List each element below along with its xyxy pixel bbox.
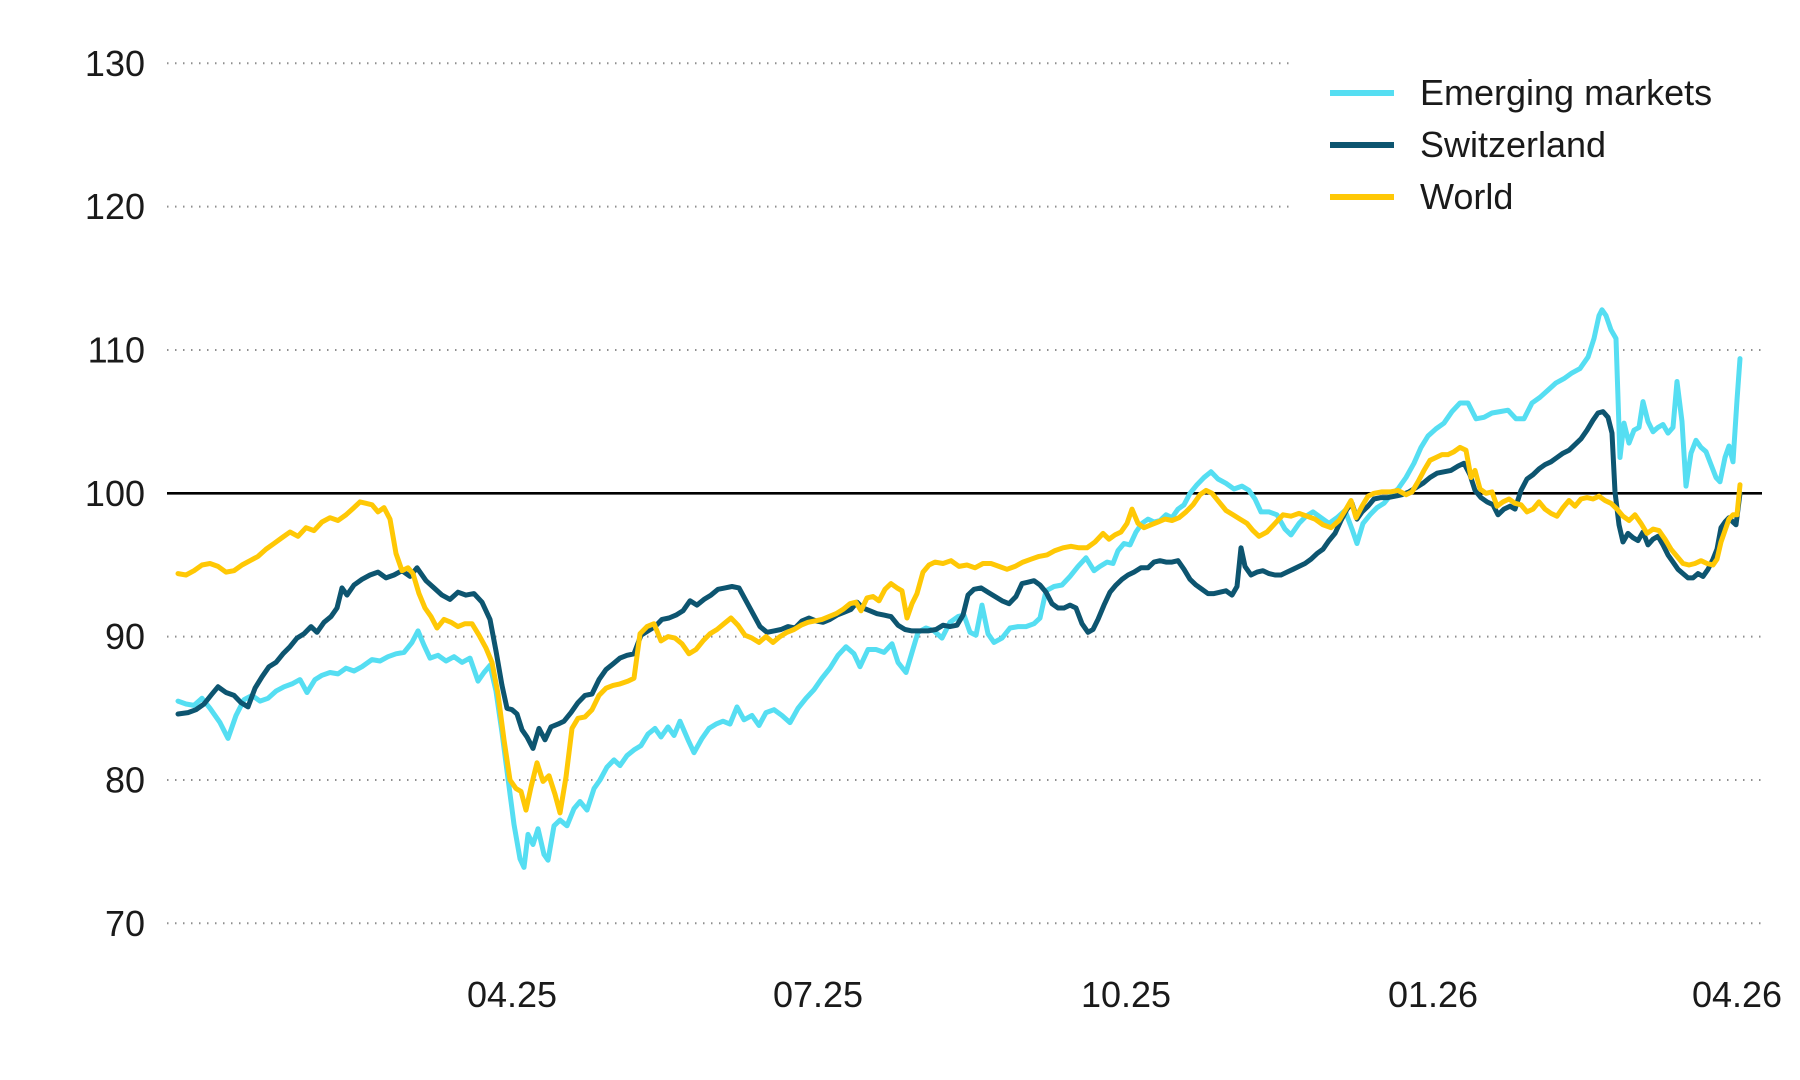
legend-label-emerging-markets: Emerging markets <box>1420 72 1713 113</box>
x-axis-tick-04.25: 04.25 <box>467 974 557 1015</box>
y-axis-tick-80: 80 <box>105 759 145 800</box>
y-axis-tick-70: 70 <box>105 903 145 944</box>
x-axis-tick-10.25: 10.25 <box>1081 974 1171 1015</box>
y-axis-tick-130: 130 <box>85 43 145 84</box>
legend: Emerging markets Switzerland World <box>1292 52 1792 238</box>
legend-swatch-emerging-markets-icon <box>1330 90 1394 96</box>
y-axis-tick-110: 110 <box>88 329 145 370</box>
legend-swatch-world-icon <box>1330 194 1394 200</box>
x-axis-tick-07.25: 07.25 <box>773 974 863 1015</box>
series-line-world <box>175 444 1743 816</box>
y-axis-tick-120: 120 <box>85 186 145 227</box>
legend-swatch-switzerland-icon <box>1330 142 1394 148</box>
x-axis-tick-04.26: 04.26 <box>1692 974 1782 1015</box>
series-line-emerging-markets <box>175 307 1743 870</box>
x-axis-tick-01.26: 01.26 <box>1388 974 1478 1015</box>
y-axis-tick-90: 90 <box>105 616 145 657</box>
series-line-switzerland <box>175 409 1743 751</box>
legend-label-switzerland: Switzerland <box>1420 124 1607 165</box>
y-axis-tick-100: 100 <box>85 473 145 514</box>
legend-item-world: World <box>1292 171 1792 223</box>
legend-item-switzerland: Switzerland <box>1292 119 1792 171</box>
legend-item-emerging-markets: Emerging markets <box>1292 67 1792 119</box>
legend-label-world: World <box>1420 176 1514 217</box>
